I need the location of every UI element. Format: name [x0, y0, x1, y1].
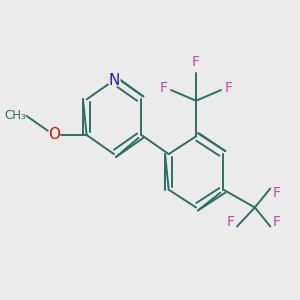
Text: F: F — [273, 186, 280, 200]
Text: O: O — [48, 128, 60, 142]
Text: CH₃: CH₃ — [5, 109, 26, 122]
Text: F: F — [273, 215, 280, 229]
Circle shape — [108, 74, 120, 86]
Text: F: F — [159, 81, 167, 95]
Text: F: F — [226, 215, 234, 229]
Text: F: F — [225, 81, 233, 95]
Text: N: N — [108, 73, 120, 88]
Circle shape — [48, 129, 60, 141]
Text: F: F — [192, 55, 200, 69]
